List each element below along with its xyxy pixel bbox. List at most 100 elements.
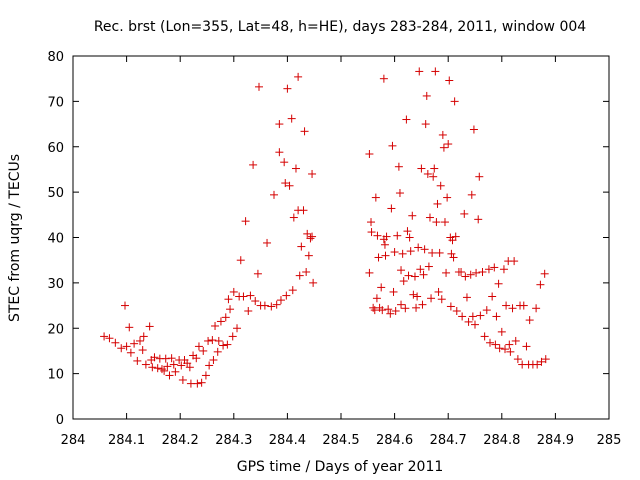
data-point [462,293,471,302]
plot-frame [72,55,610,420]
data-point [185,363,194,372]
data-point [267,302,276,311]
data-point [288,286,297,295]
data-point [519,301,528,310]
data-point [289,213,298,222]
data-point [445,76,454,85]
data-point [381,251,390,260]
data-point [497,327,506,336]
data-point [192,354,201,363]
data-point [390,248,399,257]
data-point [138,346,147,355]
data-point [165,371,174,380]
data-point [541,355,550,364]
data-point [402,115,411,124]
data-point [537,357,546,366]
data-point [211,321,220,330]
data-point [125,323,134,332]
data-point [291,164,300,173]
data-point [468,312,477,321]
x-tick-label: 284.3 [215,433,252,448]
data-point [177,361,186,370]
data-point [270,190,278,199]
data-point [236,256,245,265]
x-tick-label: 284.9 [537,433,574,448]
data-point [251,297,260,306]
data-point [511,336,520,345]
data-point [253,269,262,278]
data-point [391,307,400,316]
data-point [423,169,432,178]
data-point [418,300,427,309]
data-point [201,371,210,380]
data-point [297,242,306,251]
data-point [389,287,398,296]
data-point [536,280,545,289]
data-point [153,364,162,373]
data-point [294,72,303,81]
data-point [408,211,417,220]
data-point [193,379,202,388]
y-tick-label: 80 [47,50,64,65]
data-point [419,270,428,279]
data-point [160,366,169,375]
data-point [303,229,312,238]
y-tick-label: 50 [47,186,64,201]
data-point [367,228,376,237]
data-point [405,233,414,242]
data-point [431,67,440,76]
data-point [446,302,455,311]
data-point [469,125,478,134]
data-point [486,338,495,347]
data-point [420,245,429,254]
data-point [464,317,473,326]
data-point [447,249,456,258]
data-point [449,253,458,262]
data-point [461,272,470,281]
data-point [306,234,315,243]
data-point [476,311,485,320]
data-point [434,287,443,296]
data-point [111,338,120,347]
data-point [475,172,484,181]
data-point [458,312,467,321]
data-point [365,268,374,277]
data-point [428,248,437,257]
data-point [122,342,131,351]
x-tick-label: 284.5 [322,433,359,448]
data-point [300,127,309,136]
data-point [304,251,313,260]
data-point [224,295,233,304]
data-point [130,339,139,348]
data-point [403,227,412,236]
data-point [384,305,393,314]
data-point [501,345,510,354]
data-point [435,248,444,257]
axis-ticks: 284 284.1 284.2 284.3 284.4 284.5 284.6 284.7 28… [47,50,621,448]
data-point [399,277,408,286]
data-point [422,91,431,100]
data-point [472,268,481,277]
data-point [444,140,453,149]
data-point [466,270,475,279]
y-tick-label: 0 [56,413,64,428]
data-point [370,306,379,315]
data-point [367,218,376,227]
data-point [295,271,304,280]
data-point [308,169,317,178]
data-point [141,360,150,369]
data-point [167,354,176,363]
data-point [395,189,404,198]
data-point [136,336,144,345]
data-point [488,292,497,301]
data-point [452,307,461,316]
data-point [525,316,534,325]
data-point [522,342,531,351]
data-point [478,267,487,276]
x-axis-label: GPS time / Days of year 2011 [237,459,444,475]
x-tick-label: 284.6 [376,433,413,448]
data-point [415,67,424,76]
data-point [213,347,222,356]
data-point [169,360,178,369]
data-point [287,114,296,123]
